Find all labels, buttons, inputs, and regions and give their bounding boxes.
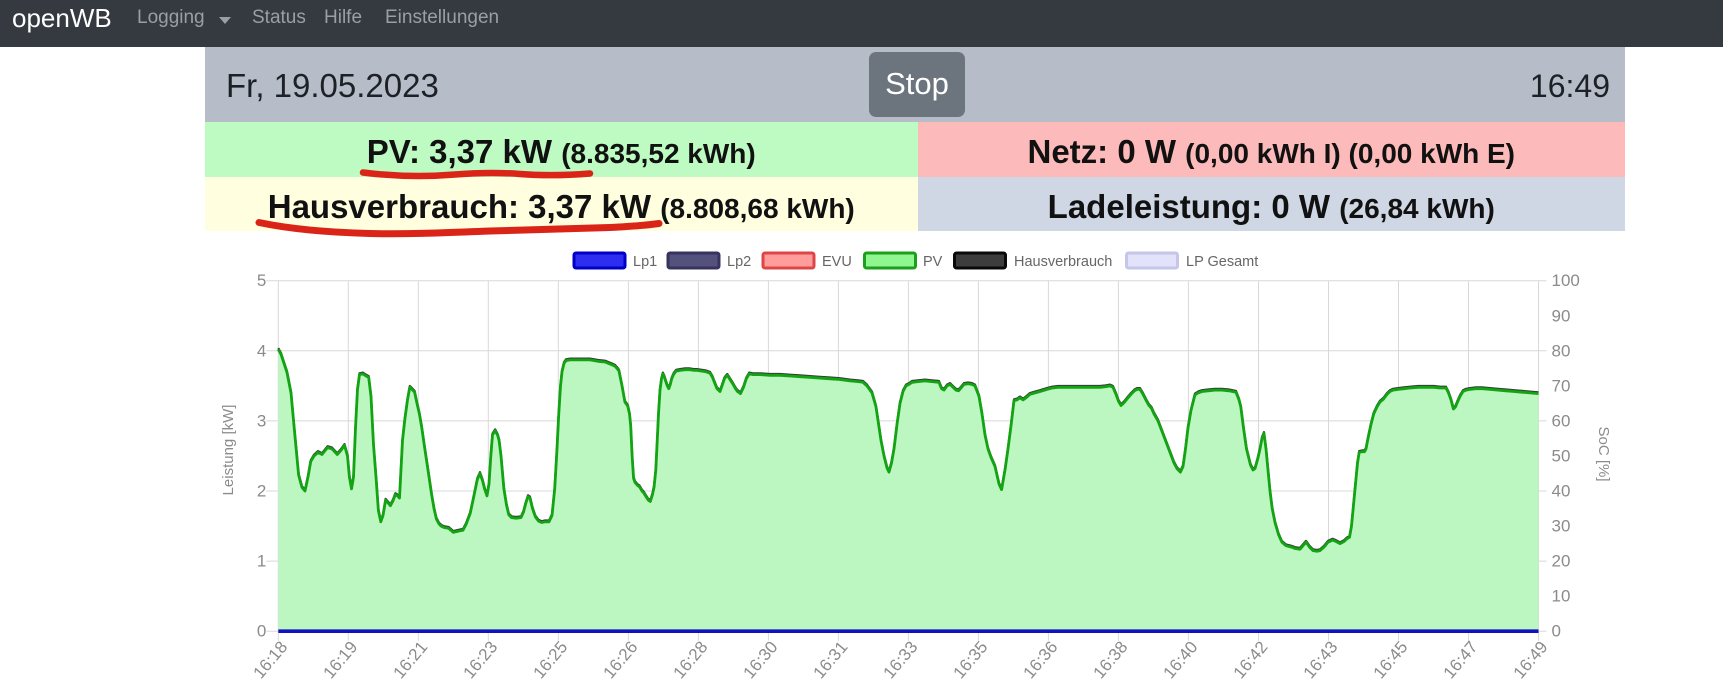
svg-text:40: 40	[1552, 482, 1571, 501]
svg-text:1: 1	[257, 552, 266, 571]
svg-text:16:36: 16:36	[1020, 638, 1062, 683]
svg-text:80: 80	[1552, 341, 1571, 360]
svg-text:0: 0	[1552, 622, 1561, 641]
svg-text:16:38: 16:38	[1090, 638, 1132, 683]
svg-text:16:33: 16:33	[880, 638, 922, 683]
svg-text:16:19: 16:19	[319, 638, 361, 683]
svg-text:60: 60	[1552, 411, 1571, 430]
svg-text:2: 2	[257, 482, 266, 501]
svg-text:LP Gesamt: LP Gesamt	[1186, 254, 1258, 270]
svg-text:16:47: 16:47	[1440, 638, 1482, 683]
svg-text:16:35: 16:35	[950, 638, 992, 683]
svg-text:Hausverbrauch: Hausverbrauch	[1014, 254, 1112, 270]
svg-text:16:18: 16:18	[249, 638, 291, 683]
svg-text:EVU: EVU	[822, 254, 852, 270]
svg-text:0: 0	[257, 622, 266, 641]
svg-text:30: 30	[1552, 517, 1571, 536]
svg-text:SoC [%]: SoC [%]	[1595, 426, 1612, 481]
svg-text:4: 4	[257, 341, 266, 360]
svg-text:16:26: 16:26	[600, 638, 642, 683]
svg-text:16:40: 16:40	[1160, 638, 1202, 683]
svg-text:5: 5	[257, 271, 266, 290]
svg-text:Leistung [kW]: Leistung [kW]	[220, 405, 237, 496]
svg-text:16:25: 16:25	[529, 638, 571, 683]
svg-text:Lp1: Lp1	[633, 254, 657, 270]
svg-text:16:45: 16:45	[1370, 638, 1412, 683]
svg-text:90: 90	[1552, 306, 1571, 325]
svg-text:16:21: 16:21	[389, 638, 431, 683]
svg-text:50: 50	[1552, 447, 1571, 466]
svg-text:Lp2: Lp2	[727, 254, 751, 270]
svg-text:16:43: 16:43	[1300, 638, 1342, 683]
svg-text:16:42: 16:42	[1230, 638, 1272, 683]
svg-text:16:30: 16:30	[740, 638, 782, 683]
svg-text:PV: PV	[923, 254, 943, 270]
svg-text:3: 3	[257, 411, 266, 430]
svg-text:16:23: 16:23	[459, 638, 501, 683]
svg-text:10: 10	[1552, 587, 1571, 606]
svg-text:20: 20	[1552, 552, 1571, 571]
svg-text:16:31: 16:31	[810, 638, 852, 683]
svg-text:16:28: 16:28	[670, 638, 712, 683]
svg-text:100: 100	[1552, 271, 1580, 290]
svg-text:70: 70	[1552, 376, 1571, 395]
svg-text:16:49: 16:49	[1510, 638, 1552, 683]
